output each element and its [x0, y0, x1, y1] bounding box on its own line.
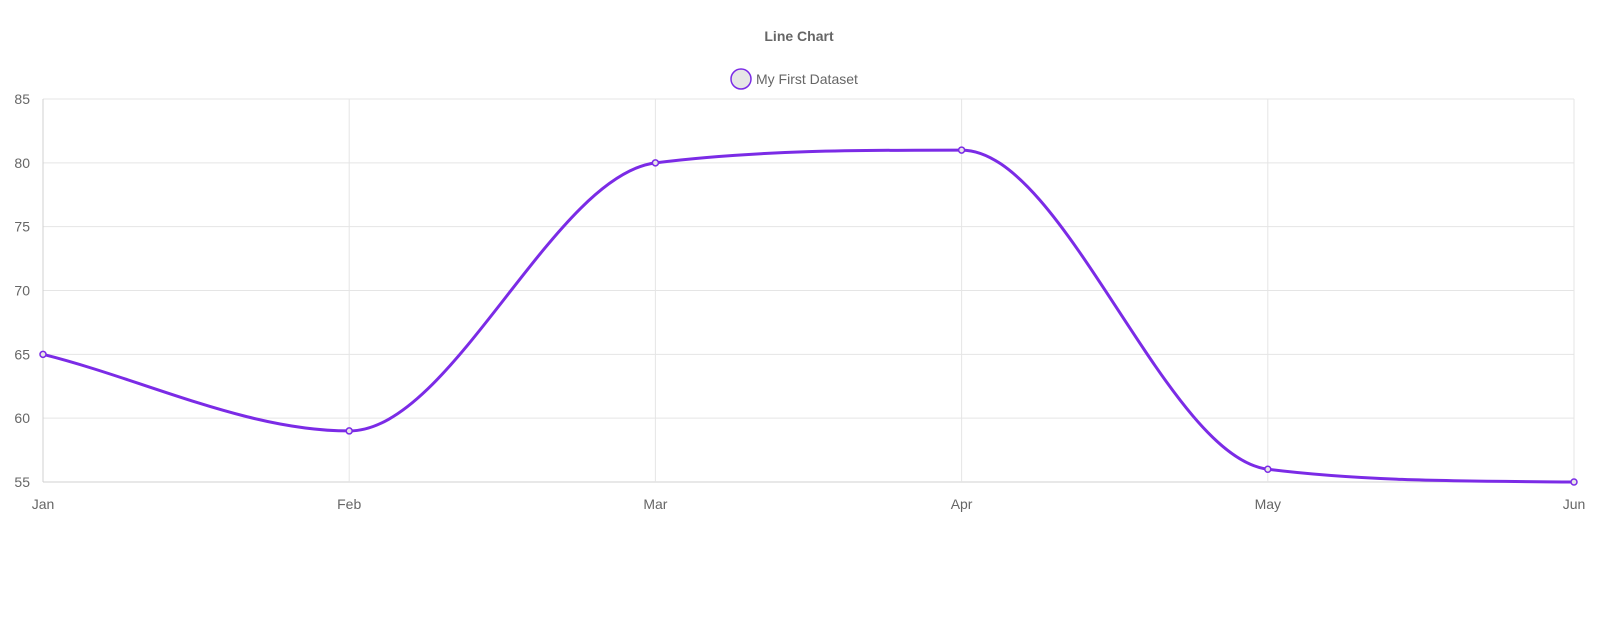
- series-layer: [39, 146, 1578, 486]
- y-axis-ticks: 55 60 65 70 75 80 85: [14, 91, 30, 490]
- data-point[interactable]: [39, 350, 47, 359]
- x-tick-label: Jan: [32, 496, 55, 512]
- series-line: [41, 148, 1576, 484]
- x-axis-ticks: Jan Feb Mar Apr May Jun: [32, 496, 1586, 512]
- y-tick-label: 55: [14, 474, 30, 490]
- x-tick-label: Apr: [951, 496, 973, 512]
- data-point[interactable]: [345, 427, 353, 435]
- data-point[interactable]: [651, 159, 660, 167]
- y-tick-label: 75: [14, 219, 30, 235]
- chart-title: Line Chart: [764, 28, 834, 44]
- legend-label: My First Dataset: [756, 71, 858, 87]
- data-point[interactable]: [1570, 478, 1578, 486]
- x-tick-label: Jun: [1563, 496, 1586, 512]
- data-point[interactable]: [957, 146, 966, 154]
- y-tick-label: 80: [14, 155, 30, 171]
- y-tick-label: 70: [14, 283, 30, 299]
- x-gridlines: [42, 99, 1575, 482]
- y-tick-label: 65: [14, 346, 30, 362]
- legend-marker-icon: [730, 68, 752, 90]
- x-tick-label: May: [1255, 496, 1281, 512]
- legend[interactable]: My First Dataset: [730, 68, 858, 90]
- data-point[interactable]: [1264, 465, 1272, 473]
- x-tick-label: Mar: [643, 496, 667, 512]
- y-tick-label: 85: [14, 91, 30, 107]
- x-tick-label: Feb: [337, 496, 361, 512]
- y-gridlines: [43, 98, 1574, 483]
- y-tick-label: 60: [14, 410, 30, 426]
